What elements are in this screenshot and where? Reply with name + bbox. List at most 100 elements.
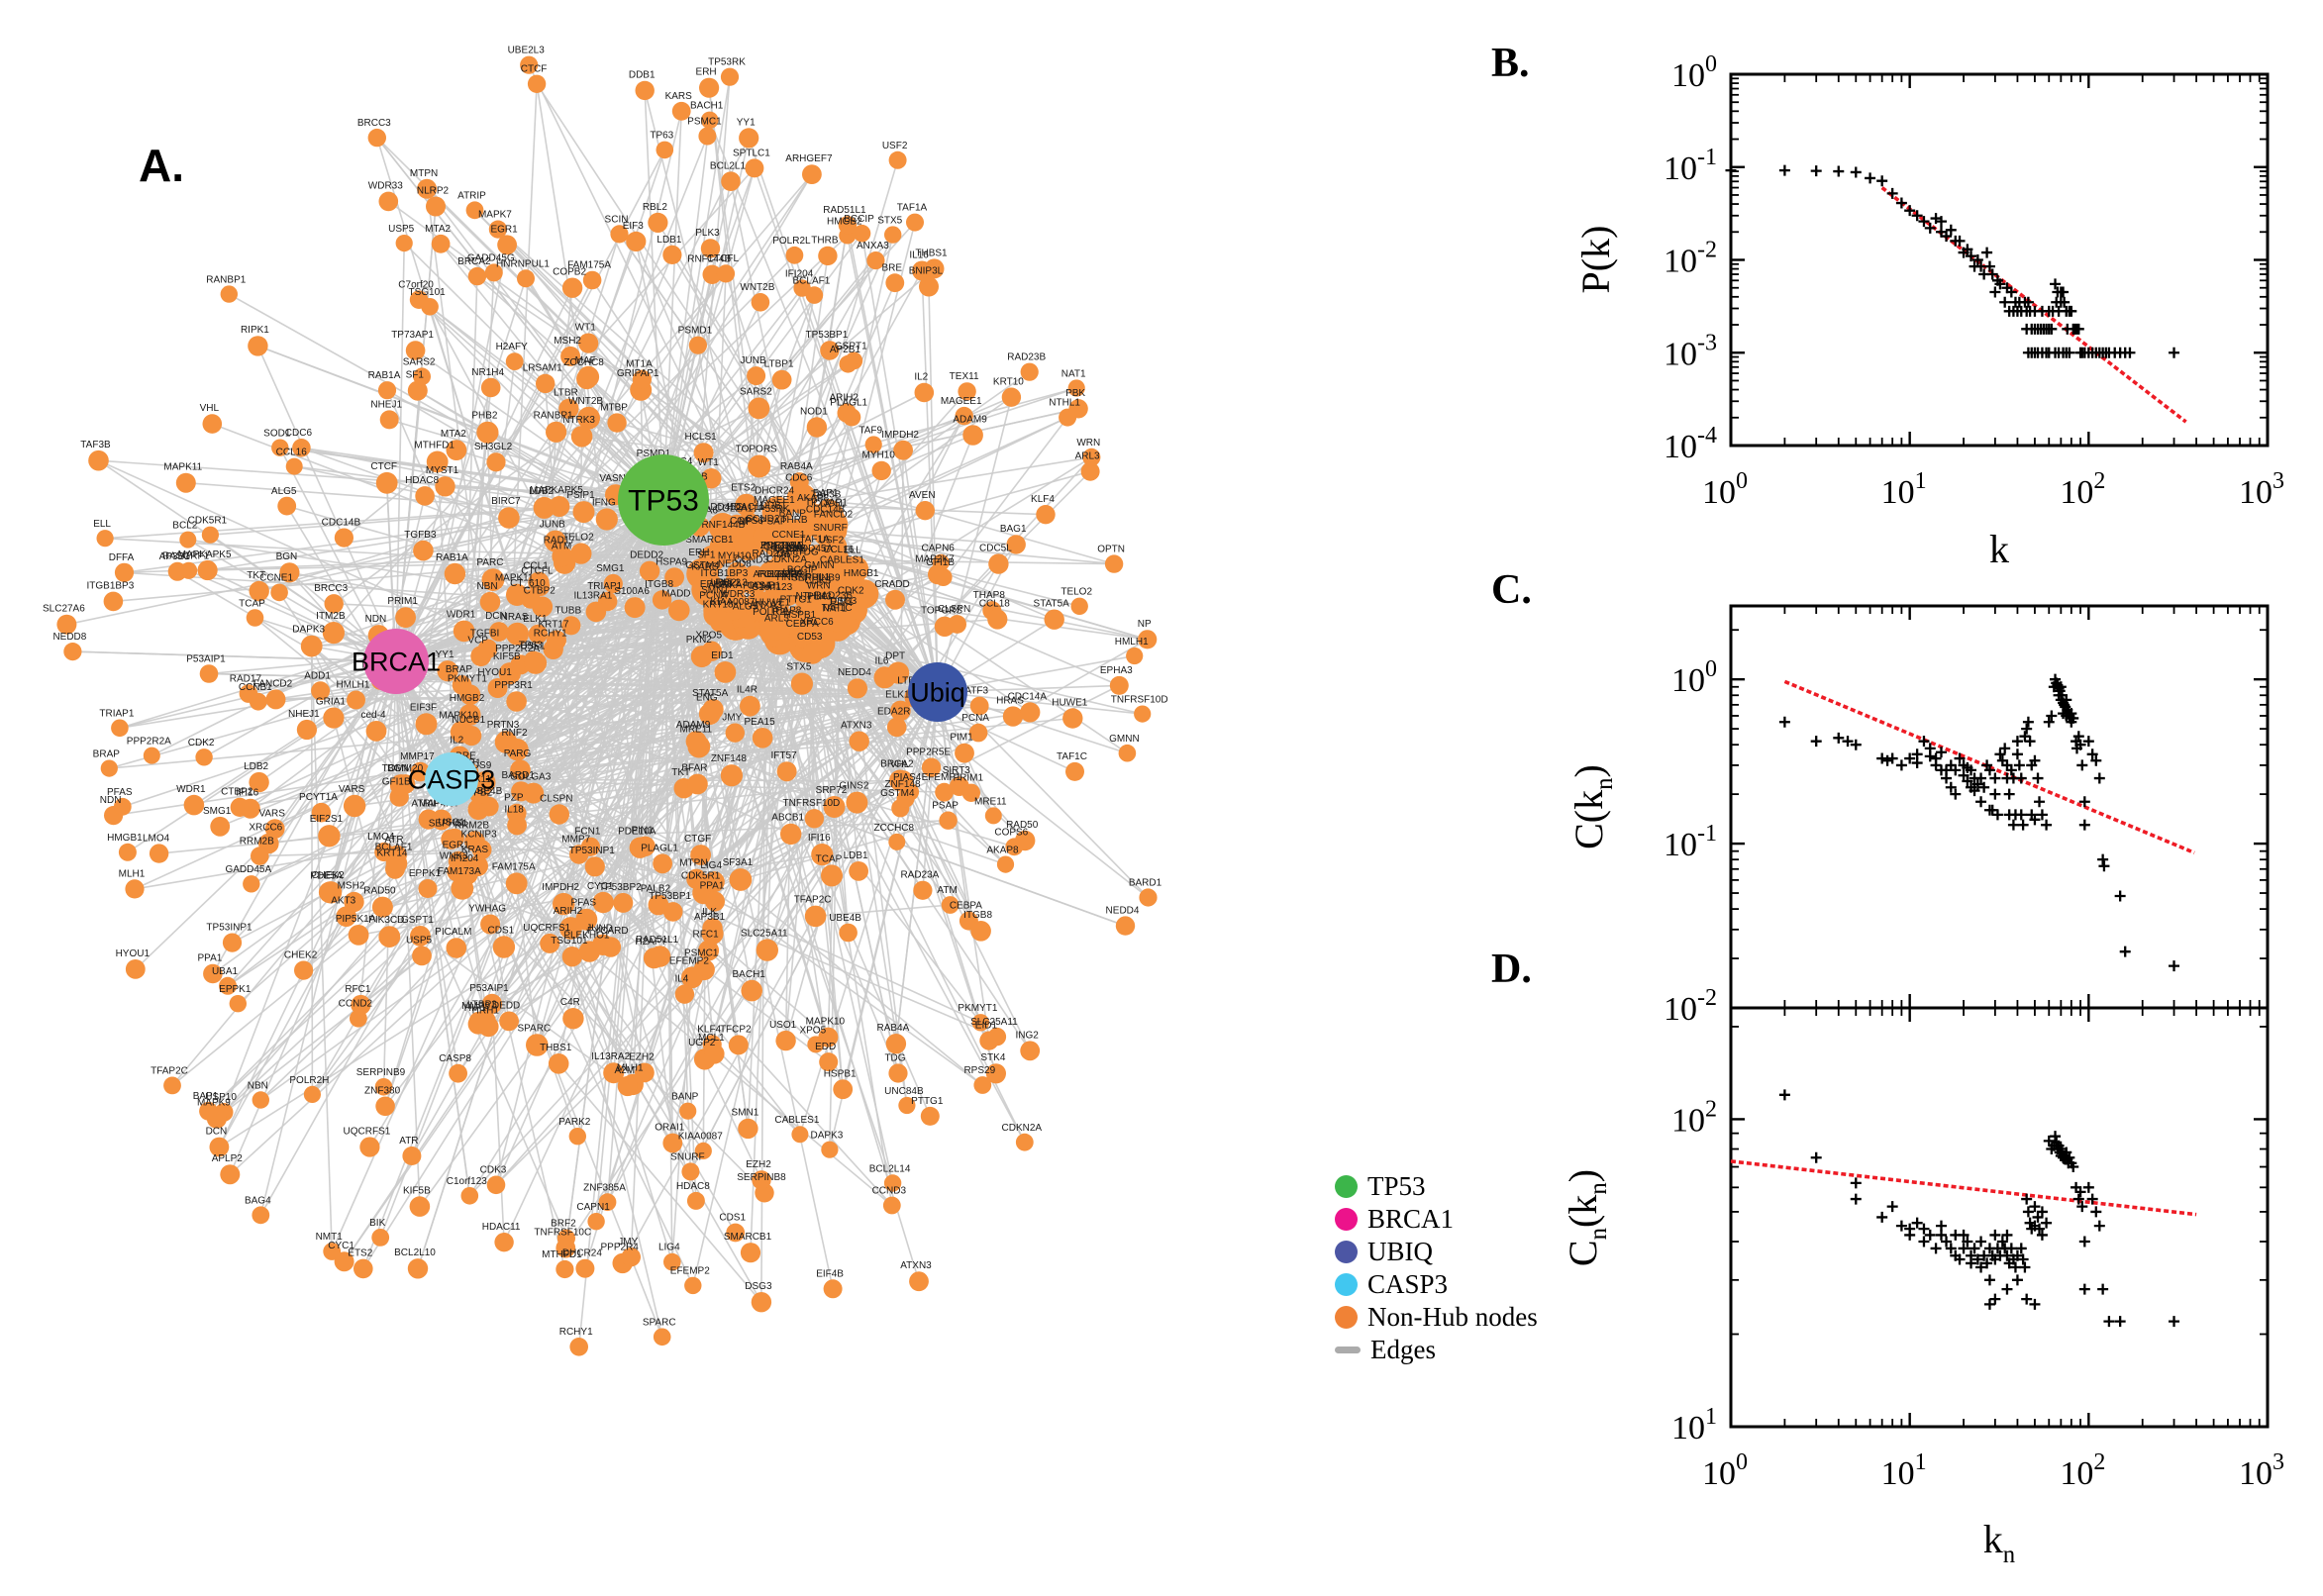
node-label: NEDD4 (838, 667, 871, 678)
node-label: MTA2 (441, 429, 466, 440)
exponent: -2 (1697, 238, 1717, 263)
network-node (909, 1271, 929, 1292)
network-node (603, 1062, 625, 1084)
node-label: THRB (780, 515, 808, 526)
network-node (958, 382, 976, 401)
data-point-marker (1935, 216, 1947, 228)
network-edge (428, 818, 893, 1207)
network-edge (218, 378, 588, 1147)
data-point-marker (1850, 739, 1862, 750)
node-label: JUNB (540, 520, 565, 531)
data-point-marker (1962, 775, 1973, 787)
data-point-marker (2076, 759, 2088, 771)
network-node (833, 1079, 854, 1100)
network-edge (66, 499, 664, 626)
node-label: MAF (575, 355, 596, 366)
network-node (561, 616, 581, 636)
node-label: EDD (815, 1042, 836, 1052)
network-node (243, 875, 260, 893)
network-node (790, 672, 814, 695)
node-label: CDC14A (763, 542, 803, 552)
node-label: SLC25A11 (741, 928, 788, 939)
node-label: CSF1 (520, 641, 546, 651)
network-node (163, 1076, 181, 1095)
network-edge (368, 547, 728, 1147)
data-point-marker (1876, 752, 1888, 764)
data-point-marker (1904, 205, 1916, 217)
legend-label: CASP3 (1367, 1269, 1449, 1299)
network-node (686, 868, 707, 889)
network-node (969, 696, 989, 716)
network-node (533, 496, 556, 519)
network-node (639, 560, 660, 581)
node-label: PIP5K1A (336, 914, 376, 925)
hub-label-ubiq: Ubiq (910, 677, 965, 707)
exponent: 1 (1915, 468, 1927, 494)
data-point-marker (1975, 772, 1987, 784)
network-node (624, 597, 646, 619)
network-node (125, 879, 145, 899)
node-label: MT1A (626, 359, 653, 370)
network-node (873, 666, 896, 689)
node-label: NLRP2 (773, 546, 806, 556)
node-label: CDC14B (806, 504, 846, 515)
node-label: SMG1 (203, 806, 232, 817)
y-axis-title: P(k) (1573, 226, 1618, 294)
node-label: GMNN (804, 560, 835, 571)
network-edge (455, 676, 885, 949)
network-node (395, 235, 413, 252)
network-node (893, 440, 913, 460)
data-point-marker (2013, 759, 2025, 771)
node-label: BGN (276, 551, 298, 562)
network-node (88, 449, 109, 471)
network-node (866, 251, 885, 270)
node-label: RAD17 (230, 673, 262, 684)
node-label: MLH1 (617, 1063, 644, 1074)
network-edge (135, 581, 540, 970)
exponent: -2 (1697, 985, 1717, 1011)
text-run: P(k) (1573, 226, 1618, 294)
panel-a-label: A. (139, 140, 184, 191)
network-node (395, 607, 416, 628)
network-node (487, 678, 508, 698)
node-label: FAM175A (492, 861, 536, 872)
network-node (690, 646, 713, 668)
node-label: GMNN (1109, 734, 1140, 745)
node-label: XPO5 (799, 1025, 826, 1036)
node-label: ADAM9 (953, 414, 987, 425)
node-label: PRIM1 (387, 596, 418, 607)
node-label: CLSPN (540, 793, 572, 804)
network-node (249, 580, 269, 602)
node-label: USO1 (438, 818, 465, 829)
node-label: USF2 (882, 141, 908, 151)
legend: TP53 BRCA1 UBIQ CASP3 Non-Hub nodes Edges (1335, 1170, 1538, 1366)
node-label: ITGB1BP3 (86, 581, 134, 592)
network-edge (829, 691, 939, 1150)
text-sub: n (2003, 1542, 2016, 1568)
node-label: RAD23B (1007, 352, 1046, 363)
node-label: TSG101 (408, 287, 446, 298)
network-node (300, 635, 323, 657)
network-node (913, 880, 933, 900)
x-tick-label: 100 (1702, 1449, 1748, 1492)
node-label: MAPK10 (806, 1017, 846, 1028)
network-edge (536, 83, 590, 419)
x-axis-title: k (1989, 527, 2009, 571)
data-point-marker (1954, 1253, 1966, 1265)
network-node (415, 486, 435, 506)
node-label: MRE11 (679, 725, 712, 736)
node-label: FANCD2 (253, 678, 293, 689)
node-label: TDG (798, 548, 819, 558)
network-node (413, 540, 434, 561)
data-point-marker (1895, 197, 1907, 209)
node-label: TAF3B (80, 440, 111, 450)
network-node (473, 771, 496, 794)
network-node (607, 413, 627, 433)
data-point-marker (2005, 764, 2017, 776)
node-label: PSMD1 (678, 326, 713, 337)
network-edge (218, 901, 355, 1147)
network-edge (662, 120, 711, 501)
network-node (688, 336, 708, 354)
